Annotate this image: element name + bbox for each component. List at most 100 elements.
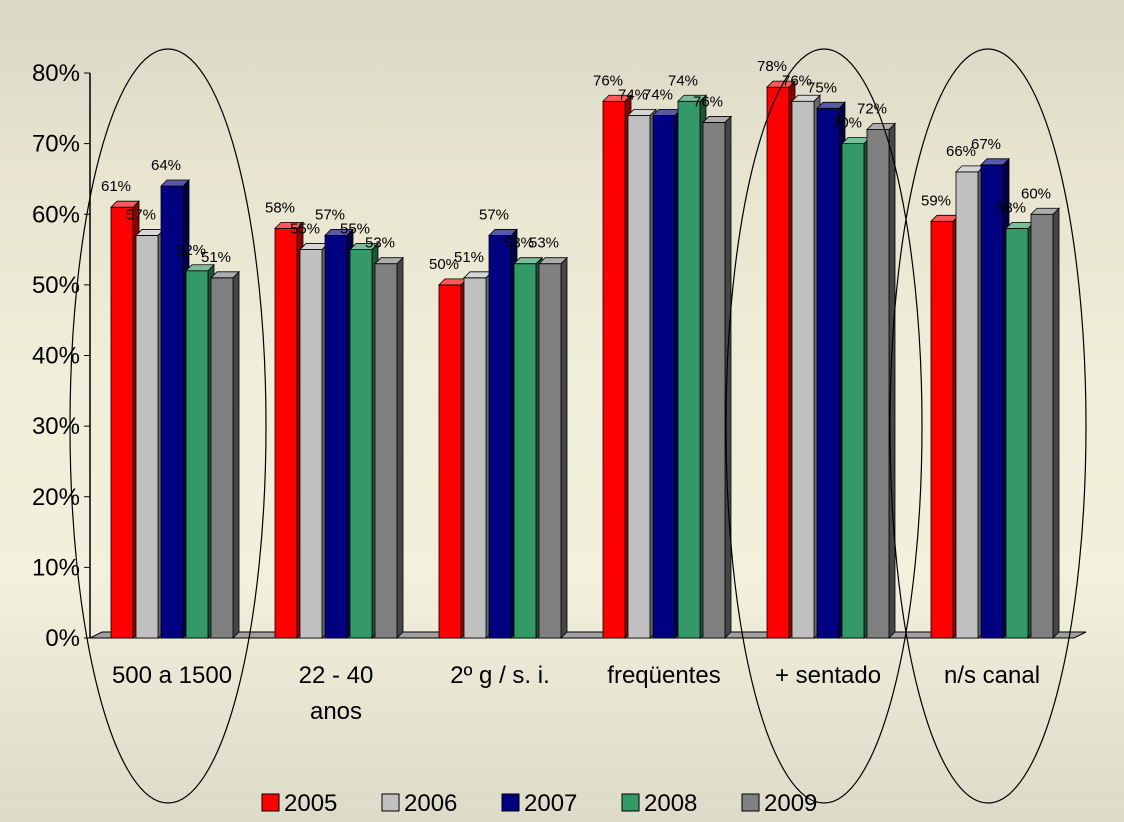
bar-side <box>560 256 568 639</box>
bar <box>816 107 840 639</box>
bar <box>185 270 209 639</box>
y-tick-label: 80% <box>32 60 80 87</box>
bar-top <box>980 158 1010 166</box>
bar-top <box>374 257 404 265</box>
data-label: 70% <box>832 115 862 132</box>
data-label: 52% <box>176 242 206 259</box>
category-label: freqüentes <box>607 662 720 689</box>
legend-swatch <box>741 793 760 812</box>
data-label: 55% <box>290 221 320 238</box>
bar <box>627 114 651 639</box>
bar-side <box>1052 207 1060 639</box>
bar-top <box>488 229 518 236</box>
category-label: n/s canal <box>944 662 1040 689</box>
y-tick-label: 0% <box>45 625 80 652</box>
data-label: 57% <box>315 206 345 223</box>
y-tick-label: 60% <box>32 201 80 228</box>
data-label: 50% <box>429 256 459 273</box>
data-label: 66% <box>946 143 976 160</box>
bar-top <box>324 229 354 236</box>
bar <box>930 220 954 639</box>
data-label: 57% <box>479 206 509 223</box>
bar-top <box>1030 207 1060 215</box>
data-label: 61% <box>101 178 131 195</box>
legend-swatch <box>501 793 520 812</box>
legend-label: 2008 <box>644 790 697 817</box>
bar-top <box>110 200 140 208</box>
data-label: 59% <box>921 192 951 209</box>
y-tick-label: 30% <box>32 413 80 440</box>
highlight-ellipse <box>69 48 267 804</box>
y-tick-label: 10% <box>32 554 80 581</box>
bar <box>702 122 726 639</box>
data-label: 76% <box>593 72 623 89</box>
bar <box>349 249 373 639</box>
bar-top <box>866 123 896 130</box>
category-label: anos <box>310 698 362 725</box>
legend-label: 2006 <box>404 790 457 817</box>
bar-top <box>702 116 732 123</box>
category-label: 500 a 1500 <box>112 662 232 689</box>
bar <box>652 114 676 639</box>
bar <box>110 206 134 639</box>
bar <box>955 171 979 639</box>
bar-top <box>816 101 846 109</box>
data-label: 67% <box>971 136 1001 153</box>
data-label: 57% <box>126 206 156 223</box>
bar <box>766 86 790 639</box>
legend-label: 2005 <box>284 790 337 817</box>
bar <box>538 263 562 639</box>
highlight-ellipse <box>889 48 1087 804</box>
data-label: 60% <box>1021 185 1051 202</box>
bar <box>299 249 323 639</box>
bar <box>866 129 890 639</box>
data-label: 58% <box>996 199 1026 216</box>
category-label: + sentado <box>775 662 881 689</box>
y-tick-label: 70% <box>32 131 80 158</box>
bar-top <box>677 94 707 102</box>
bar <box>677 100 701 639</box>
data-label: 76% <box>782 72 812 89</box>
data-label: 74% <box>618 86 648 103</box>
bar <box>841 143 865 639</box>
bar-top <box>513 257 543 265</box>
bar-side <box>888 122 896 639</box>
data-label: 53% <box>529 235 559 252</box>
data-label: 75% <box>807 79 837 96</box>
bar <box>980 164 1004 639</box>
bar <box>274 227 298 639</box>
bar <box>374 263 398 639</box>
y-tick-label: 50% <box>32 272 80 299</box>
bar-top <box>274 221 304 229</box>
legend-label: 2007 <box>524 790 577 817</box>
data-label: 51% <box>201 249 231 266</box>
legend-swatch <box>621 793 640 812</box>
data-label: 64% <box>151 157 181 174</box>
data-label: 74% <box>668 72 698 89</box>
bar-top <box>627 108 657 116</box>
data-label: 51% <box>454 249 484 266</box>
bar-top <box>160 179 190 187</box>
category-label: 2º g / s. i. <box>450 662 549 689</box>
bar-top <box>791 94 821 102</box>
data-label: 53% <box>504 235 534 252</box>
category-label: 22 - 40 <box>299 662 374 689</box>
bar-side <box>724 115 732 639</box>
bar-top <box>538 257 568 265</box>
data-label: 72% <box>857 101 887 118</box>
bar <box>438 284 462 639</box>
bar <box>210 277 234 639</box>
bar-top <box>185 264 215 272</box>
bar-top <box>349 243 379 250</box>
bar-top <box>602 94 632 102</box>
bar-side <box>396 256 404 639</box>
legend-swatch <box>261 793 280 812</box>
bar-side <box>232 270 240 639</box>
legend-swatch <box>381 793 400 812</box>
bar <box>135 235 159 639</box>
data-label: 53% <box>365 235 395 252</box>
bar-top <box>210 271 240 279</box>
bar <box>602 100 626 639</box>
data-label: 74% <box>643 86 673 103</box>
